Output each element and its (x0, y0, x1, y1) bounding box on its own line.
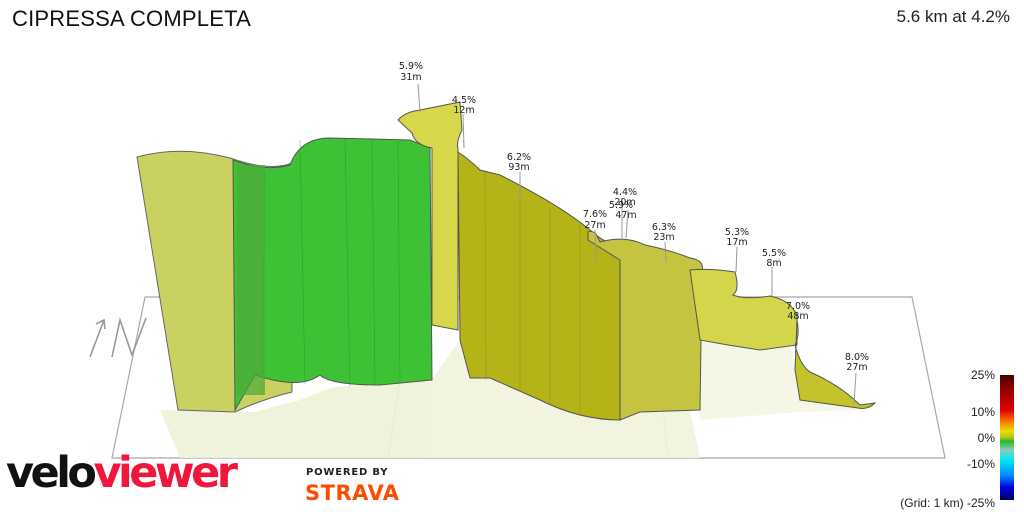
climb-summary: 5.6 km at 4.2% (896, 7, 1010, 26)
powered-by-label: POWERED BY (306, 467, 389, 478)
strava-logo[interactable]: STRAVA (305, 481, 400, 505)
svg-text:8m: 8m (766, 258, 781, 269)
svg-text:6.3%: 6.3% (652, 222, 676, 233)
profile-section-upper (689, 268, 798, 351)
svg-text:93m: 93m (508, 162, 529, 173)
svg-text:5.3%: 5.3% (725, 227, 749, 238)
gradient-color-scale (1000, 375, 1014, 500)
svg-text:5.9%: 5.9% (609, 200, 633, 211)
svg-text:8.0%: 8.0% (845, 352, 869, 363)
legend-tick-10: 10% (970, 405, 995, 419)
svg-text:4.4%: 4.4% (613, 187, 637, 198)
svg-text:17m: 17m (726, 237, 747, 248)
grid-note: (Grid: 1 km) -25% (900, 496, 995, 510)
gradient-annotations (417, 83, 857, 405)
legend-tick-0: 0% (977, 431, 995, 445)
svg-text:31m: 31m (400, 72, 421, 83)
svg-text:5.5%: 5.5% (762, 248, 786, 259)
svg-text:47m: 47m (615, 210, 636, 221)
legend-tick-minus10: -10% (966, 457, 995, 471)
svg-text:7.0%: 7.0% (786, 301, 810, 312)
svg-text:7.6%: 7.6% (583, 209, 607, 220)
svg-text:23m: 23m (653, 232, 674, 243)
legend-tick-25: 25% (970, 368, 995, 382)
profile-section-middle (587, 230, 703, 421)
profile-section-summit (794, 319, 877, 409)
svg-text:48m: 48m (787, 311, 808, 322)
svg-text:27m: 27m (584, 220, 605, 231)
svg-text:4.5%: 4.5% (452, 95, 476, 106)
annotation-labels: 5.9% 31m 4.5% 12m 6.2% 93m 4.4% 20m 5.9%… (399, 61, 869, 373)
svg-text:6.2%: 6.2% (507, 152, 531, 163)
svg-text:12m: 12m (453, 105, 474, 116)
svg-text:27m: 27m (846, 362, 867, 373)
profile-green-dark-band (237, 165, 265, 395)
svg-text:20m: 20m (614, 197, 635, 208)
veloviewer-logo[interactable]: veloviewer (6, 448, 238, 498)
profile-section-climb-1 (397, 101, 463, 331)
profile-olive-stripes (484, 171, 581, 415)
profile-section-flat (232, 137, 433, 412)
north-arrow-icon (89, 317, 147, 358)
page-title: CIPRESSA COMPLETA (12, 6, 251, 31)
svg-text:5.9%: 5.9% (399, 61, 423, 72)
